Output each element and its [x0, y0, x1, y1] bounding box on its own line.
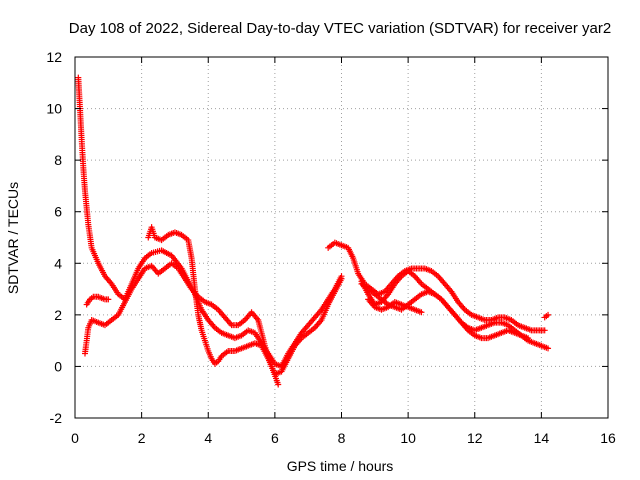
x-axis-label: GPS time / hours: [287, 458, 394, 474]
data-markers: [75, 74, 552, 388]
x-tick-label: 8: [338, 430, 346, 446]
x-tick-labels: 0 2 4 6 8 10 12 14 16: [71, 430, 616, 446]
data-point: [418, 309, 425, 316]
y-tick-label: 12: [46, 49, 62, 65]
series-track-2: [81, 260, 282, 388]
x-tick-label: 16: [600, 430, 616, 446]
series-track-1: [75, 74, 345, 370]
data-point: [525, 335, 532, 342]
data-point: [541, 327, 548, 334]
series-track-9: [541, 311, 552, 321]
y-tick-label: 0: [54, 358, 62, 374]
series-track-3: [83, 293, 112, 308]
series-track-8: [365, 296, 425, 316]
x-tick-label: 0: [71, 430, 79, 446]
x-tick-label: 12: [467, 430, 483, 446]
y-tick-label: 2: [54, 307, 62, 323]
axis-ticks: [74, 56, 609, 419]
x-tick-label: 14: [534, 430, 550, 446]
x-tick-label: 4: [204, 430, 212, 446]
y-tick-labels: -2 0 2 4 6 8 10 12: [46, 49, 62, 426]
x-tick-label: 6: [271, 430, 279, 446]
data-point: [545, 311, 552, 318]
grid: [75, 57, 608, 418]
chart-title: Day 108 of 2022, Sidereal Day-to-day VTE…: [69, 20, 611, 37]
data-point: [275, 381, 282, 388]
x-tick-label: 2: [138, 430, 146, 446]
y-axis-label: SDTVAR / TECUs: [5, 182, 21, 294]
data-point: [105, 296, 112, 303]
data-point: [545, 345, 552, 352]
y-tick-label: 6: [54, 204, 62, 220]
x-tick-label: 10: [400, 430, 416, 446]
series-track-6: [358, 268, 552, 352]
y-tick-label: -2: [50, 410, 63, 426]
series-track-5: [325, 239, 548, 334]
y-tick-label: 8: [54, 152, 62, 168]
data-point: [338, 275, 345, 282]
y-tick-label: 4: [54, 255, 62, 271]
y-tick-label: 10: [46, 101, 62, 117]
series-track-4: [145, 224, 345, 378]
